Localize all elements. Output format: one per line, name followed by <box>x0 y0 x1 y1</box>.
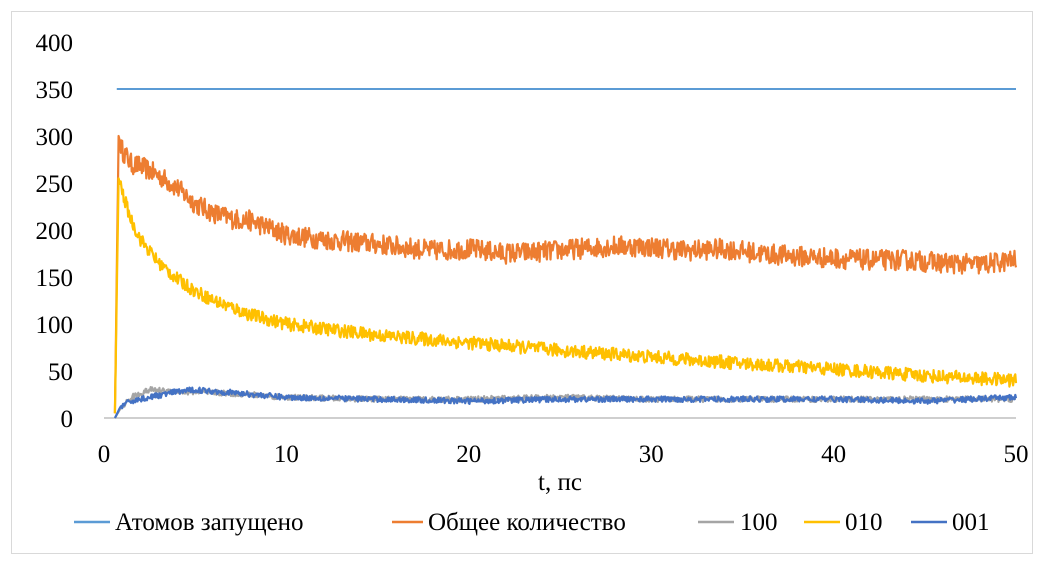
legend-label: 001 <box>952 509 990 536</box>
x-tick-label: 30 <box>639 441 664 468</box>
series-layer <box>113 88 1018 419</box>
x-tick-label: 0 <box>98 441 111 468</box>
chart-frame <box>11 11 1033 554</box>
y-tick-label: 0 <box>61 406 74 433</box>
x-tick-label: 40 <box>821 441 846 468</box>
x-tick-label: 50 <box>1004 441 1029 468</box>
legend-label: 100 <box>740 509 778 536</box>
y-tick-label: 400 <box>36 30 74 57</box>
legend-label: Атомов запущено <box>115 509 304 536</box>
y-tick-label: 350 <box>36 77 74 104</box>
x-axis-title: t, пс <box>538 469 582 496</box>
series-line-Общее количество <box>113 134 1018 414</box>
legend: Атомов запущено Общее количество 100 010 001 <box>74 509 990 536</box>
y-axis-ticks: 0 50 100 150 200 250 300 350 400 <box>36 30 74 433</box>
x-axis-ticks: 0 10 20 30 40 50 <box>98 441 1029 468</box>
y-tick-label: 150 <box>36 265 74 292</box>
y-tick-label: 50 <box>48 359 73 386</box>
series-line-010 <box>113 177 1018 414</box>
y-tick-label: 200 <box>36 218 74 245</box>
legend-label: Общее количество <box>428 509 626 536</box>
y-tick-label: 300 <box>36 124 74 151</box>
y-tick-label: 100 <box>36 312 74 339</box>
x-tick-label: 10 <box>274 441 299 468</box>
legend-label: 010 <box>845 509 883 536</box>
x-tick-label: 20 <box>456 441 481 468</box>
y-tick-label: 250 <box>36 171 74 198</box>
series-line-001 <box>113 386 1018 419</box>
